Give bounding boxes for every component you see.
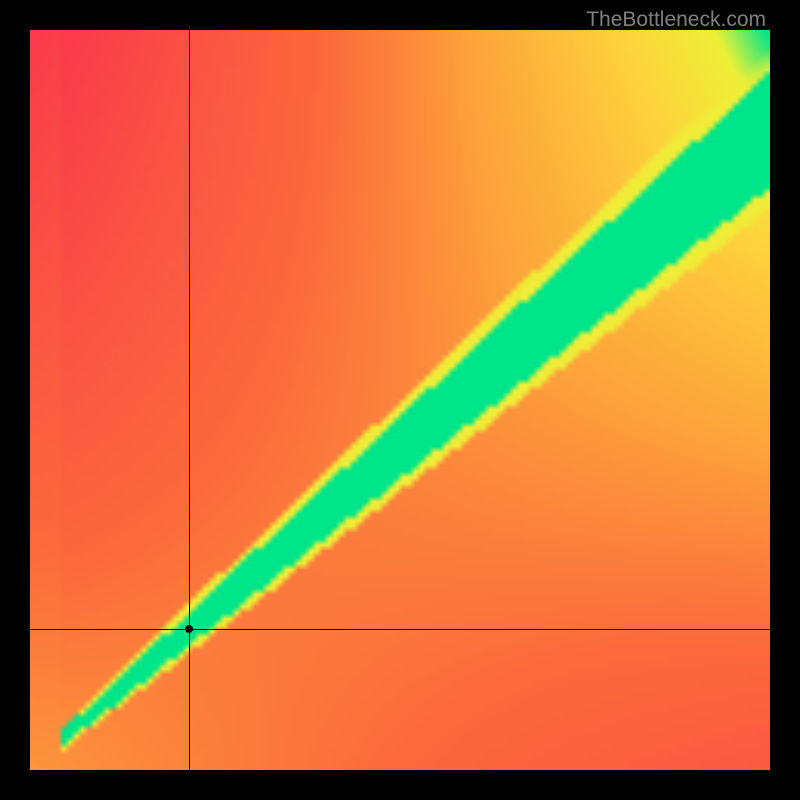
heatmap-plot	[30, 30, 770, 770]
watermark-text: TheBottleneck.com	[586, 8, 766, 32]
heatmap-canvas	[30, 30, 770, 770]
